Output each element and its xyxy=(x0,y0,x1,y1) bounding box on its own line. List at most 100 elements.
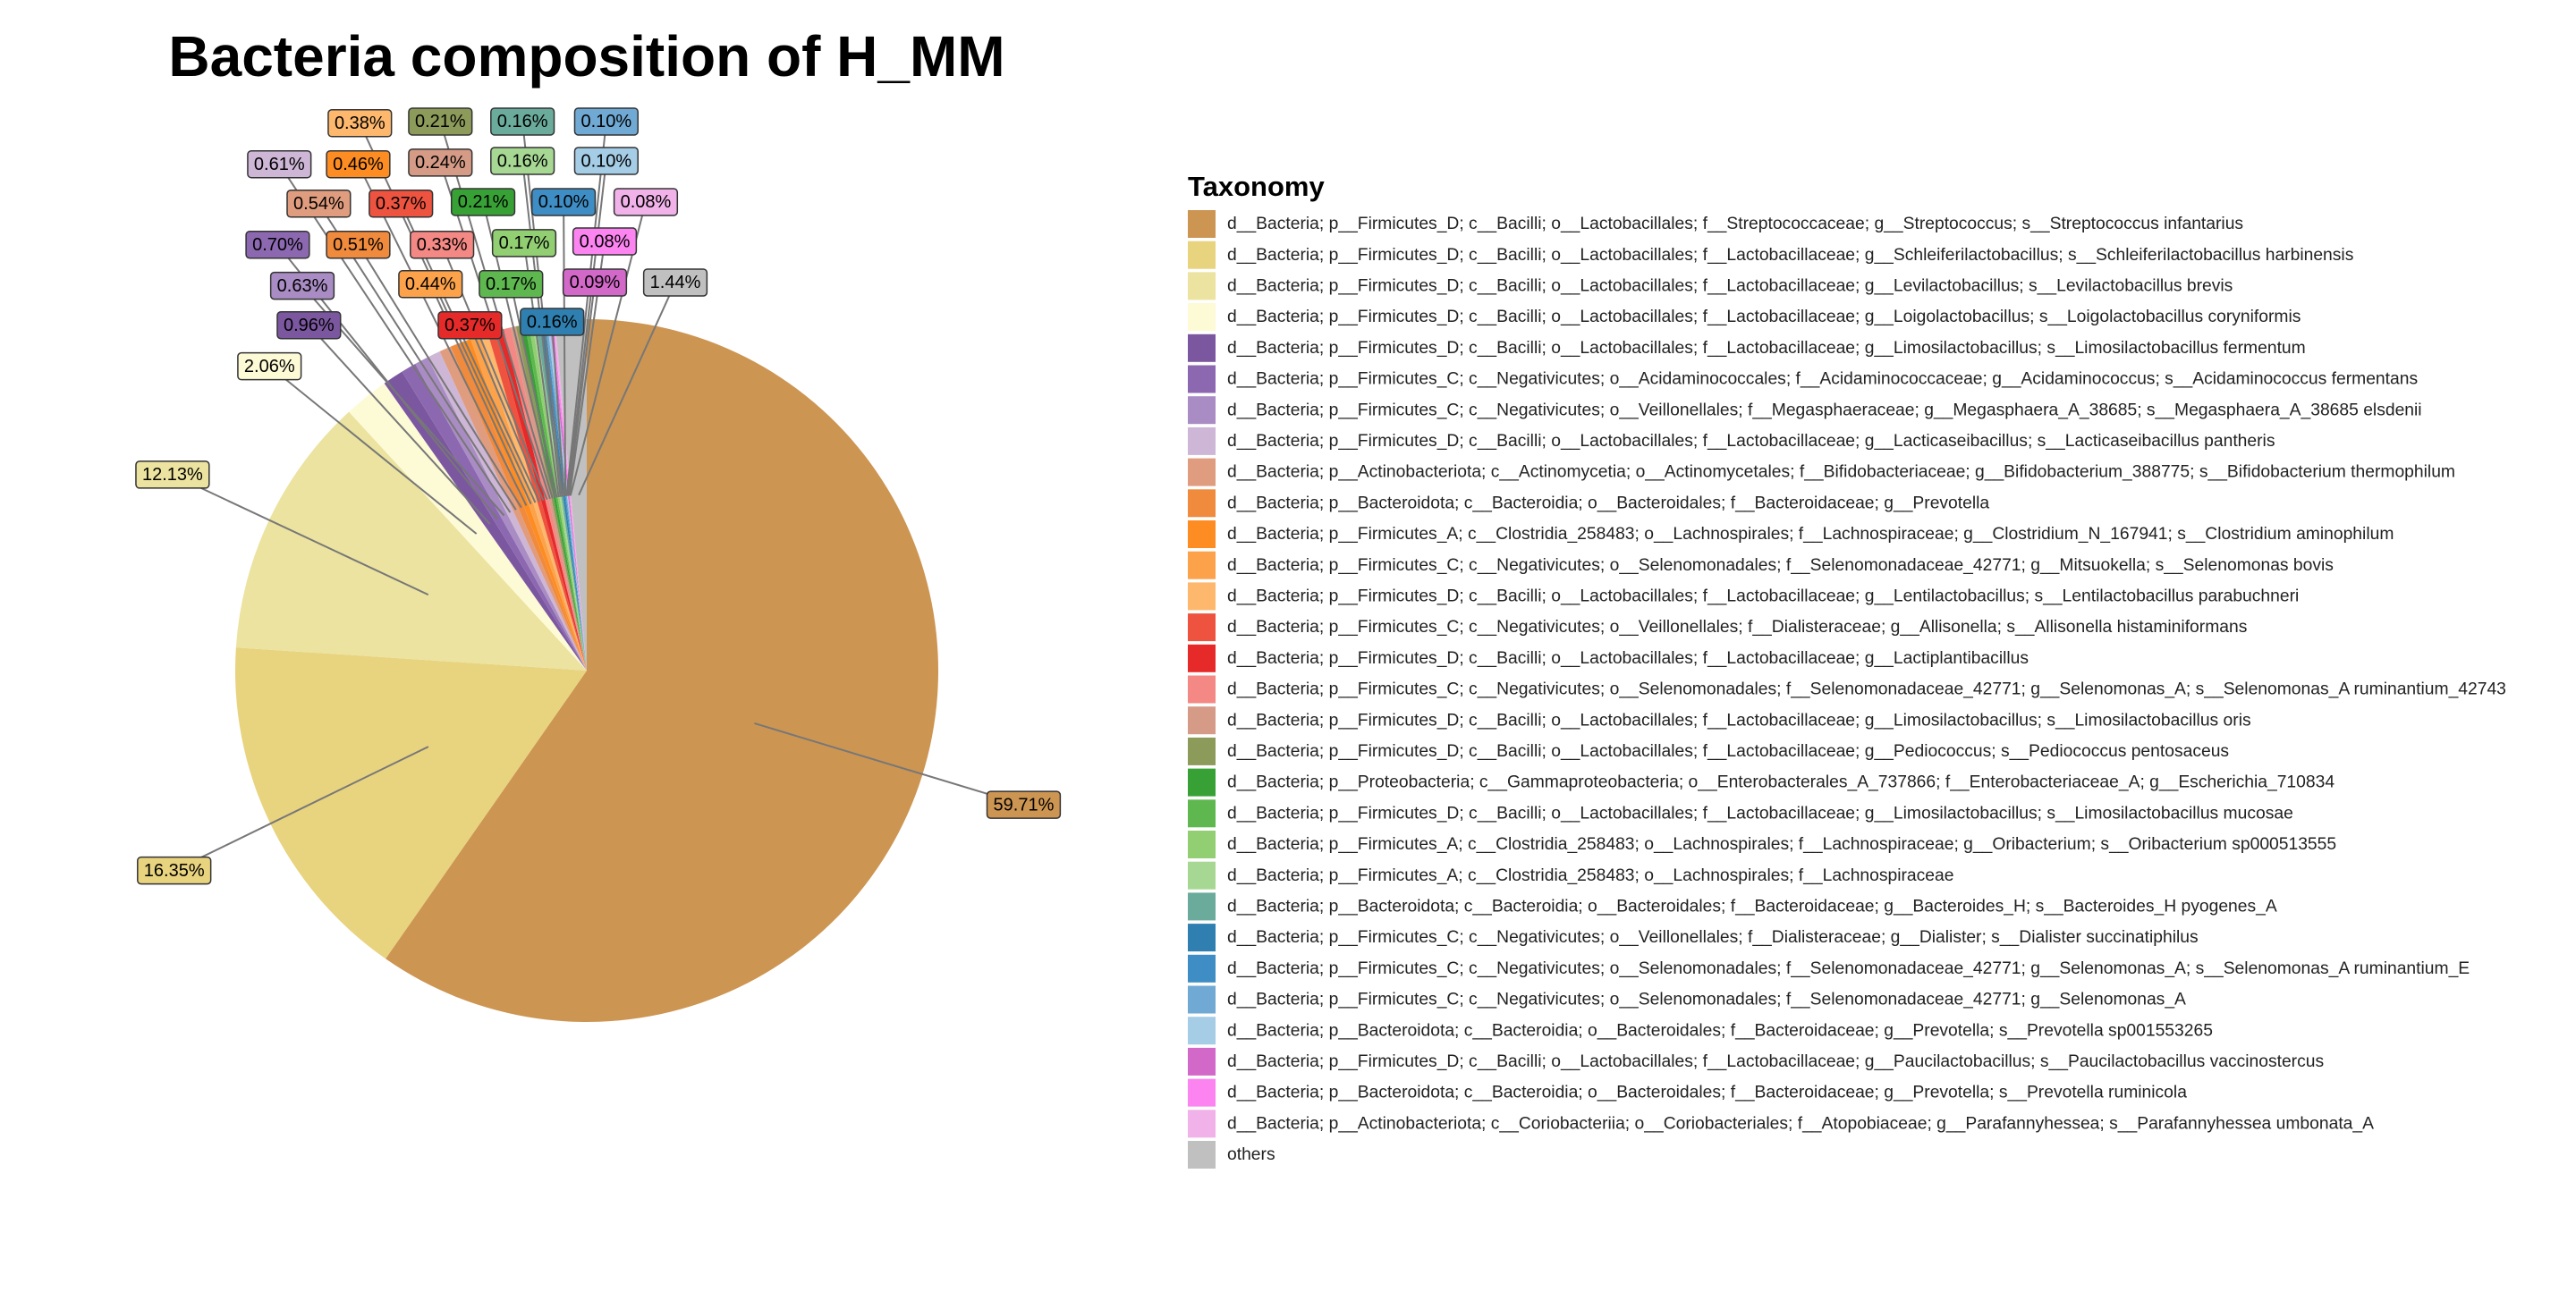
legend-swatch xyxy=(1188,675,1216,704)
pie-slice xyxy=(235,411,587,671)
legend-swatch xyxy=(1188,582,1216,611)
value-label-box xyxy=(408,107,473,136)
value-label: 0.21% xyxy=(458,192,509,212)
leader-line xyxy=(174,746,429,872)
value-label-box xyxy=(490,147,555,175)
legend-label: d__Bacteria; p__Firmicutes_A; c__Clostri… xyxy=(1227,866,1953,885)
value-label-box xyxy=(326,149,391,179)
leader-line xyxy=(578,282,676,496)
legend-swatch xyxy=(1188,1047,1216,1076)
legend-label: d__Bacteria; p__Bacteroidota; c__Bactero… xyxy=(1227,494,1989,512)
value-label: 0.21% xyxy=(415,112,466,131)
legend-title: Taxonomy xyxy=(1188,171,1325,202)
legend-label: d__Bacteria; p__Firmicutes_C; c__Negativ… xyxy=(1227,618,2247,637)
value-label: 0.10% xyxy=(538,192,589,212)
legend-label: d__Bacteria; p__Firmicutes_C; c__Negativ… xyxy=(1227,991,2186,1009)
legend-swatch xyxy=(1188,426,1216,455)
value-label: 16.35% xyxy=(144,861,205,881)
legend-label: d__Bacteria; p__Firmicutes_D; c__Bacilli… xyxy=(1227,246,2353,265)
legend-swatch xyxy=(1188,458,1216,486)
legend: d__Bacteria; p__Firmicutes_D; c__Bacilli… xyxy=(1188,210,2506,1169)
slices xyxy=(235,319,938,1022)
value-label-box xyxy=(369,190,434,218)
value-label: 0.37% xyxy=(445,316,496,335)
value-label: 0.46% xyxy=(333,155,384,174)
value-label: 0.63% xyxy=(277,276,328,296)
legend-swatch xyxy=(1188,831,1216,858)
value-label-box xyxy=(530,188,597,216)
leader-line xyxy=(278,164,512,513)
pie-slice xyxy=(496,329,587,671)
legend-label: d__Bacteria; p__Firmicutes_C; c__Negativ… xyxy=(1227,556,2334,575)
value-label-box xyxy=(986,790,1062,819)
legend-label: d__Bacteria; p__Firmicutes_D; c__Bacilli… xyxy=(1227,742,2229,761)
value-label-box xyxy=(276,310,342,340)
pie-slice xyxy=(520,325,587,671)
legend-label: d__Bacteria; p__Proteobacteria; c__Gamma… xyxy=(1227,773,2334,792)
value-label: 0.24% xyxy=(415,153,466,173)
pie-slice xyxy=(511,326,587,671)
value-label-box xyxy=(642,268,708,297)
legend-label: d__Bacteria; p__Firmicutes_D; c__Bacilli… xyxy=(1227,804,2293,823)
leader-line xyxy=(567,282,596,496)
legend-swatch xyxy=(1188,799,1216,828)
legend-label: d__Bacteria; p__Actinobacteriota; c__Cor… xyxy=(1227,1114,2374,1133)
value-label: 0.96% xyxy=(284,316,335,335)
legend-swatch xyxy=(1188,924,1216,952)
value-label-box xyxy=(245,230,310,259)
value-label: 0.44% xyxy=(405,274,456,294)
value-label: 0.10% xyxy=(580,151,631,171)
value-label: 0.16% xyxy=(497,151,548,171)
value-label: 0.08% xyxy=(621,192,672,212)
legend-swatch xyxy=(1188,985,1216,1014)
leader-line xyxy=(563,201,567,496)
value-label: 0.16% xyxy=(497,112,548,131)
legend-label: d__Bacteria; p__Firmicutes_C; c__Negativ… xyxy=(1227,370,2418,389)
value-label-box xyxy=(326,230,391,259)
value-label-box xyxy=(137,856,212,885)
pie-slice xyxy=(529,323,587,671)
value-label: 0.33% xyxy=(417,235,468,255)
value-label-box xyxy=(520,308,585,336)
legend-label: d__Bacteria; p__Firmicutes_D; c__Bacilli… xyxy=(1227,215,2243,233)
legend-label: d__Bacteria; p__Firmicutes_D; c__Bacilli… xyxy=(1227,432,2275,451)
legend-swatch xyxy=(1188,551,1216,579)
value-label: 59.71% xyxy=(994,795,1055,815)
pie-slice xyxy=(402,363,587,671)
leader-line xyxy=(357,244,522,509)
legend-label: d__Bacteria; p__Firmicutes_D; c__Bacilli… xyxy=(1227,339,2306,358)
leader-line xyxy=(308,325,491,525)
legend-label: d__Bacteria; p__Firmicutes_D; c__Bacilli… xyxy=(1227,587,2299,605)
value-label: 0.08% xyxy=(580,232,631,251)
value-label-box xyxy=(613,188,679,216)
chart-title: Bacteria composition of H_MM xyxy=(168,24,1004,89)
leader-line xyxy=(172,473,429,596)
pie-slice xyxy=(386,319,938,1022)
value-label-box xyxy=(450,188,516,216)
value-label-box xyxy=(491,229,557,258)
value-label: 2.06% xyxy=(244,357,295,376)
value-label: 0.54% xyxy=(293,194,344,214)
leader-line xyxy=(566,160,607,496)
legend-swatch xyxy=(1188,272,1216,300)
legend-swatch xyxy=(1188,1078,1216,1107)
legend-label: d__Bacteria; p__Firmicutes_D; c__Bacilli… xyxy=(1227,276,2233,295)
legend-swatch xyxy=(1188,334,1216,362)
legend-label: d__Bacteria; p__Bacteroidota; c__Bactero… xyxy=(1227,897,2277,916)
pie-slice xyxy=(235,647,587,959)
legend-swatch xyxy=(1188,768,1216,797)
pie-slice xyxy=(428,351,587,671)
value-label-box xyxy=(572,227,638,256)
pie-slice xyxy=(450,342,587,671)
legend-swatch xyxy=(1188,1141,1216,1169)
value-label-box xyxy=(408,148,473,177)
legend-label: d__Bacteria; p__Firmicutes_D; c__Bacilli… xyxy=(1227,1052,2324,1071)
legend-label: others xyxy=(1227,1145,1275,1164)
legend-label: d__Bacteria; p__Bacteroidota; c__Bactero… xyxy=(1227,1021,2213,1040)
legend-swatch xyxy=(1188,520,1216,548)
leader-line xyxy=(551,321,565,497)
value-label-box xyxy=(327,109,393,138)
legend-label: d__Bacteria; p__Firmicutes_D; c__Bacilli… xyxy=(1227,308,2301,326)
value-label-box xyxy=(398,270,463,299)
